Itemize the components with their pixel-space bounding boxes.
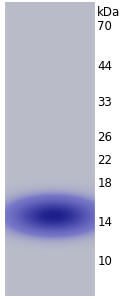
Text: 44: 44	[97, 60, 112, 73]
Text: 10: 10	[97, 255, 112, 268]
Text: 14: 14	[97, 216, 112, 229]
Text: 26: 26	[97, 131, 112, 144]
Text: 33: 33	[97, 96, 112, 109]
Text: 70: 70	[97, 20, 112, 33]
Text: kDa: kDa	[97, 6, 121, 19]
Text: 18: 18	[97, 177, 112, 190]
Text: 22: 22	[97, 154, 112, 167]
